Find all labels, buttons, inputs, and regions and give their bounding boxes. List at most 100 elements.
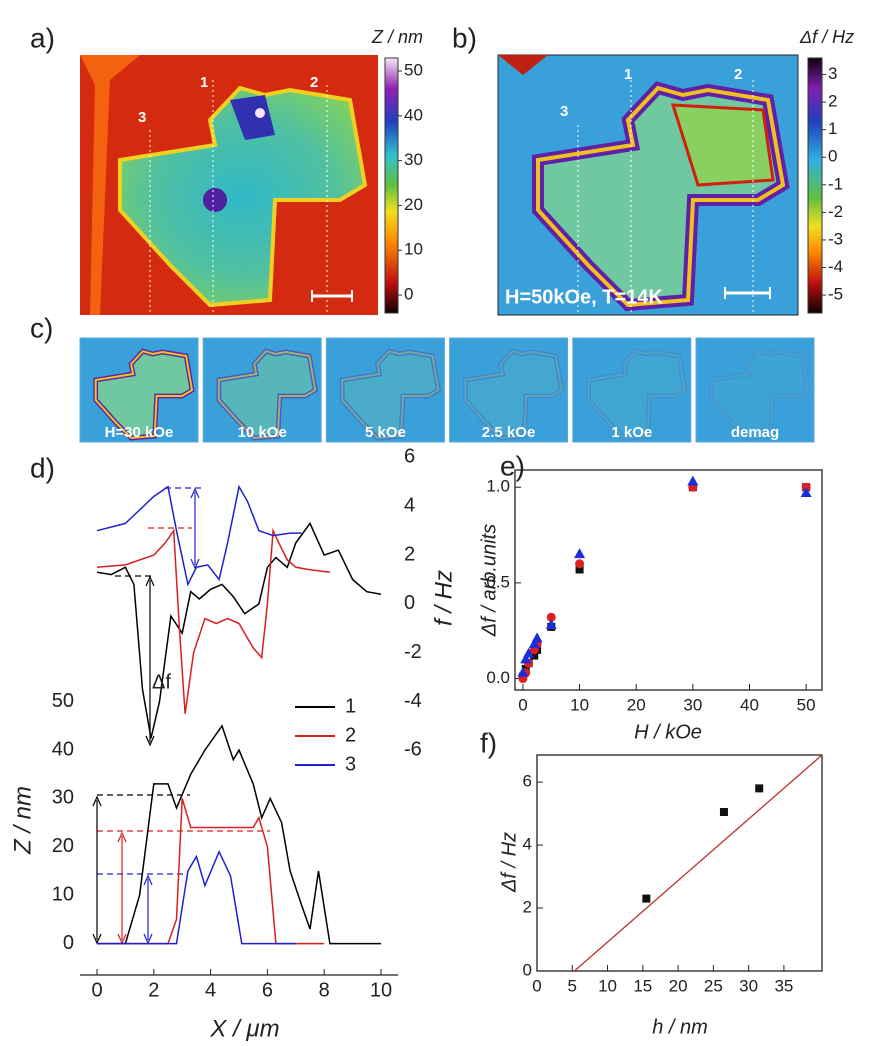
fit-line bbox=[573, 754, 823, 972]
line-label: 2 bbox=[734, 66, 742, 83]
thumbnail: 1 kOe bbox=[572, 337, 692, 443]
island-edge bbox=[217, 350, 317, 440]
line-label: 3 bbox=[560, 103, 568, 120]
x-tick-label: 0 bbox=[532, 976, 541, 995]
z-profile bbox=[97, 724, 381, 945]
point bbox=[528, 638, 540, 649]
point bbox=[523, 647, 535, 658]
z-profile bbox=[97, 849, 296, 945]
z-profile bbox=[97, 798, 325, 945]
y2-tick-label: 0 bbox=[404, 592, 415, 614]
island-edge bbox=[94, 350, 194, 440]
colorbar-tick-label: 0 bbox=[828, 147, 837, 166]
thumbnail-label: 2.5 kOe bbox=[482, 424, 535, 441]
point bbox=[642, 894, 651, 903]
point bbox=[530, 651, 539, 660]
colorbar-tick-label: -3 bbox=[828, 229, 843, 248]
y-tick-label: 50 bbox=[52, 690, 74, 712]
thumbnail-island bbox=[586, 348, 688, 441]
thumbnail: demag bbox=[695, 337, 815, 443]
y-tick-label: 0.5 bbox=[486, 572, 510, 591]
x-tick-label: 25 bbox=[704, 976, 723, 995]
colorbar bbox=[807, 57, 823, 314]
thumbnail: 2.5 kOe bbox=[449, 337, 569, 443]
colorbar-label: Z / nm bbox=[371, 27, 423, 47]
colorbar bbox=[384, 57, 399, 314]
y2-tick-label: 2 bbox=[404, 543, 415, 565]
y2-tick-label: 6 bbox=[404, 446, 415, 468]
colorbar-label: Δf / Hz bbox=[799, 27, 854, 47]
line-label: 1 bbox=[200, 74, 208, 91]
colorbar-tick-label: 30 bbox=[404, 150, 423, 169]
point bbox=[546, 612, 556, 622]
thumbnail-label: demag bbox=[731, 424, 779, 441]
colorbar-tick-label: 3 bbox=[828, 64, 837, 83]
thumbnail-island bbox=[339, 348, 442, 441]
annotation: Δf bbox=[152, 671, 171, 693]
thumbnail: 10 kOe bbox=[202, 337, 322, 443]
x-axis-label: X / μm bbox=[209, 1015, 279, 1042]
colorbar-tick-label: -4 bbox=[828, 257, 843, 276]
annotations bbox=[92, 487, 270, 945]
x-tick-label: 10 bbox=[598, 976, 617, 995]
island bbox=[709, 348, 811, 441]
x-tick-label: 8 bbox=[319, 979, 330, 1001]
thumbnail-label: H=30 kOe bbox=[105, 424, 174, 441]
y-axis-label: Δf / Hz bbox=[498, 832, 520, 893]
x-tick-label: 20 bbox=[669, 976, 688, 995]
colorbar-tick-label: -5 bbox=[828, 285, 843, 304]
thumbnail-island bbox=[709, 348, 811, 441]
plot-frame bbox=[514, 469, 823, 691]
point bbox=[687, 475, 699, 486]
panel-label: a) bbox=[30, 22, 55, 53]
x-axis-label: h / nm bbox=[652, 1016, 708, 1038]
line-label: 2 bbox=[310, 74, 318, 91]
island-edge bbox=[464, 350, 563, 440]
f-profile bbox=[96, 484, 302, 587]
thumbnail-bg bbox=[695, 337, 815, 443]
thumbnail-bg bbox=[572, 337, 692, 443]
point bbox=[574, 548, 586, 559]
thumbnail: H=30 kOe bbox=[79, 337, 199, 443]
y-tick-label: 6 bbox=[523, 772, 532, 791]
colorbar-tick-label: 10 bbox=[404, 240, 423, 259]
x-tick-label: 40 bbox=[740, 695, 759, 714]
y-tick-label: 0 bbox=[63, 932, 74, 954]
legend-label: 1 bbox=[345, 695, 356, 717]
colorbar-tick-label: 50 bbox=[404, 60, 423, 79]
y-tick-label: 30 bbox=[52, 787, 74, 809]
thumbnail: 5 kOe bbox=[325, 337, 445, 443]
point bbox=[755, 784, 764, 793]
x-tick-label: 10 bbox=[370, 979, 392, 1001]
colorbar-tick-label: 20 bbox=[404, 195, 423, 214]
y-tick-label: 0.0 bbox=[486, 668, 510, 687]
thumbnail-island bbox=[462, 348, 565, 441]
y-tick-label: 4 bbox=[523, 835, 532, 854]
line-label: 3 bbox=[138, 109, 146, 126]
x-tick-label: 5 bbox=[568, 976, 577, 995]
colorbar-tick-label: 40 bbox=[404, 105, 423, 124]
line-label: 1 bbox=[624, 66, 632, 83]
map-a bbox=[80, 55, 378, 315]
thumbnail-island bbox=[216, 348, 318, 441]
panel-label: f) bbox=[480, 727, 497, 758]
thumbnail-bg bbox=[449, 337, 569, 443]
point bbox=[520, 653, 532, 664]
legend-label: 2 bbox=[345, 724, 356, 746]
x-tick-label: 20 bbox=[627, 695, 646, 714]
thumbnail-bg bbox=[325, 337, 445, 443]
point bbox=[531, 632, 543, 643]
point bbox=[575, 559, 585, 569]
y-tick-label: 2 bbox=[523, 898, 532, 917]
colorbar-tick-label: 1 bbox=[828, 119, 837, 138]
thumbnail-island bbox=[93, 348, 195, 441]
x-tick-label: 15 bbox=[633, 976, 652, 995]
colorbar-tick-label: 2 bbox=[828, 92, 837, 111]
point bbox=[800, 486, 812, 497]
island bbox=[462, 348, 565, 441]
y2-tick-label: -6 bbox=[404, 739, 422, 761]
y-tick-label: 1.0 bbox=[486, 477, 510, 496]
thumbnail-label: 5 kOe bbox=[365, 424, 406, 441]
panel-label: c) bbox=[30, 312, 53, 343]
island-edge bbox=[341, 350, 440, 440]
